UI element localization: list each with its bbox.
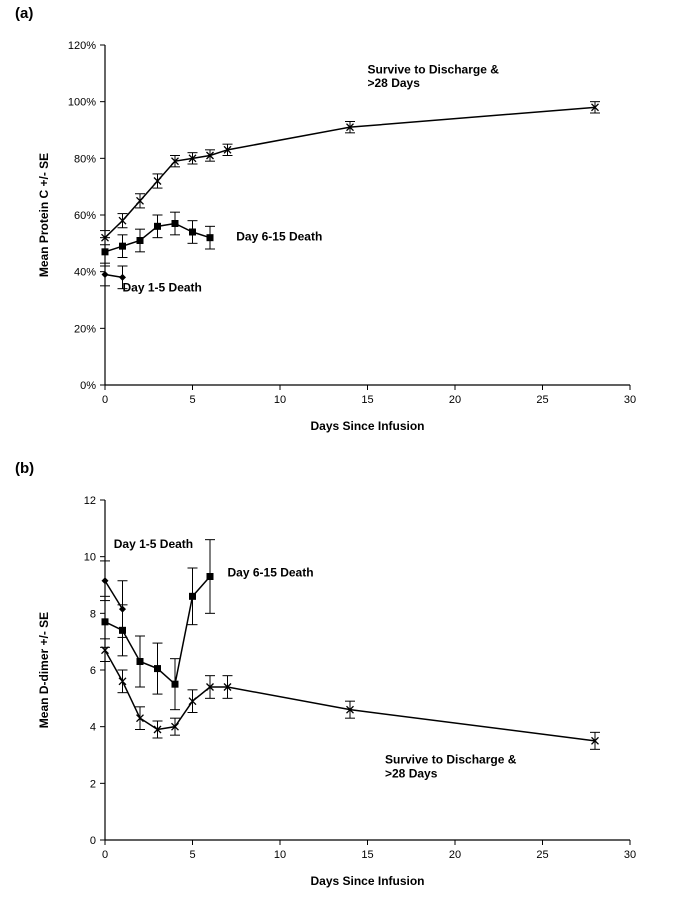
svg-text:Survive to Discharge &>28 Days: Survive to Discharge &>28 Days — [368, 62, 500, 90]
svg-text:5: 5 — [189, 849, 195, 861]
svg-text:10: 10 — [84, 552, 96, 564]
svg-text:Day 6-15 Death: Day 6-15 Death — [228, 566, 314, 580]
svg-text:100%: 100% — [68, 97, 96, 109]
svg-text:60%: 60% — [74, 210, 96, 222]
svg-text:6: 6 — [90, 665, 96, 677]
svg-text:40%: 40% — [74, 267, 96, 279]
panel-b-chart: 0 5 10 15 20 25 30 0 2 4 6 8 10 12 Days Since Infusion… — [30, 475, 650, 895]
svg-text:80%: 80% — [74, 153, 96, 165]
svg-text:Mean D-dimer +/- SE: Mean D-dimer +/- SE — [37, 612, 51, 728]
svg-text:120%: 120% — [68, 40, 96, 52]
svg-text:0%: 0% — [80, 380, 96, 392]
svg-text:Mean Protein C +/- SE: Mean Protein C +/- SE — [37, 153, 51, 277]
svg-text:10: 10 — [274, 394, 286, 406]
svg-text:0: 0 — [102, 849, 108, 861]
svg-text:Day 1-5 Death: Day 1-5 Death — [123, 281, 202, 295]
svg-text:25: 25 — [536, 849, 548, 861]
svg-text:20%: 20% — [74, 323, 96, 335]
svg-text:Day 6-15 Death: Day 6-15 Death — [236, 230, 322, 244]
svg-text:0: 0 — [102, 394, 108, 406]
svg-text:0: 0 — [90, 835, 96, 847]
panel-a-chart: 0 5 10 15 20 25 30 0% 20% 40% 60% 80% 100% 120% Days S… — [30, 20, 650, 440]
svg-text:Days Since Infusion: Days Since Infusion — [310, 419, 424, 433]
svg-text:12: 12 — [84, 495, 96, 507]
svg-text:15: 15 — [361, 394, 373, 406]
svg-text:4: 4 — [90, 722, 96, 734]
svg-text:30: 30 — [624, 394, 636, 406]
svg-text:20: 20 — [449, 849, 461, 861]
svg-text:Survive to Discharge &>28 Days: Survive to Discharge &>28 Days — [385, 753, 517, 781]
svg-text:Day 1-5 Death: Day 1-5 Death — [114, 537, 193, 551]
svg-text:30: 30 — [624, 849, 636, 861]
svg-text:15: 15 — [361, 849, 373, 861]
svg-text:5: 5 — [189, 394, 195, 406]
svg-text:10: 10 — [274, 849, 286, 861]
svg-text:25: 25 — [536, 394, 548, 406]
svg-text:8: 8 — [90, 608, 96, 620]
svg-text:20: 20 — [449, 394, 461, 406]
svg-text:Days Since Infusion: Days Since Infusion — [310, 874, 424, 888]
svg-text:2: 2 — [90, 778, 96, 790]
